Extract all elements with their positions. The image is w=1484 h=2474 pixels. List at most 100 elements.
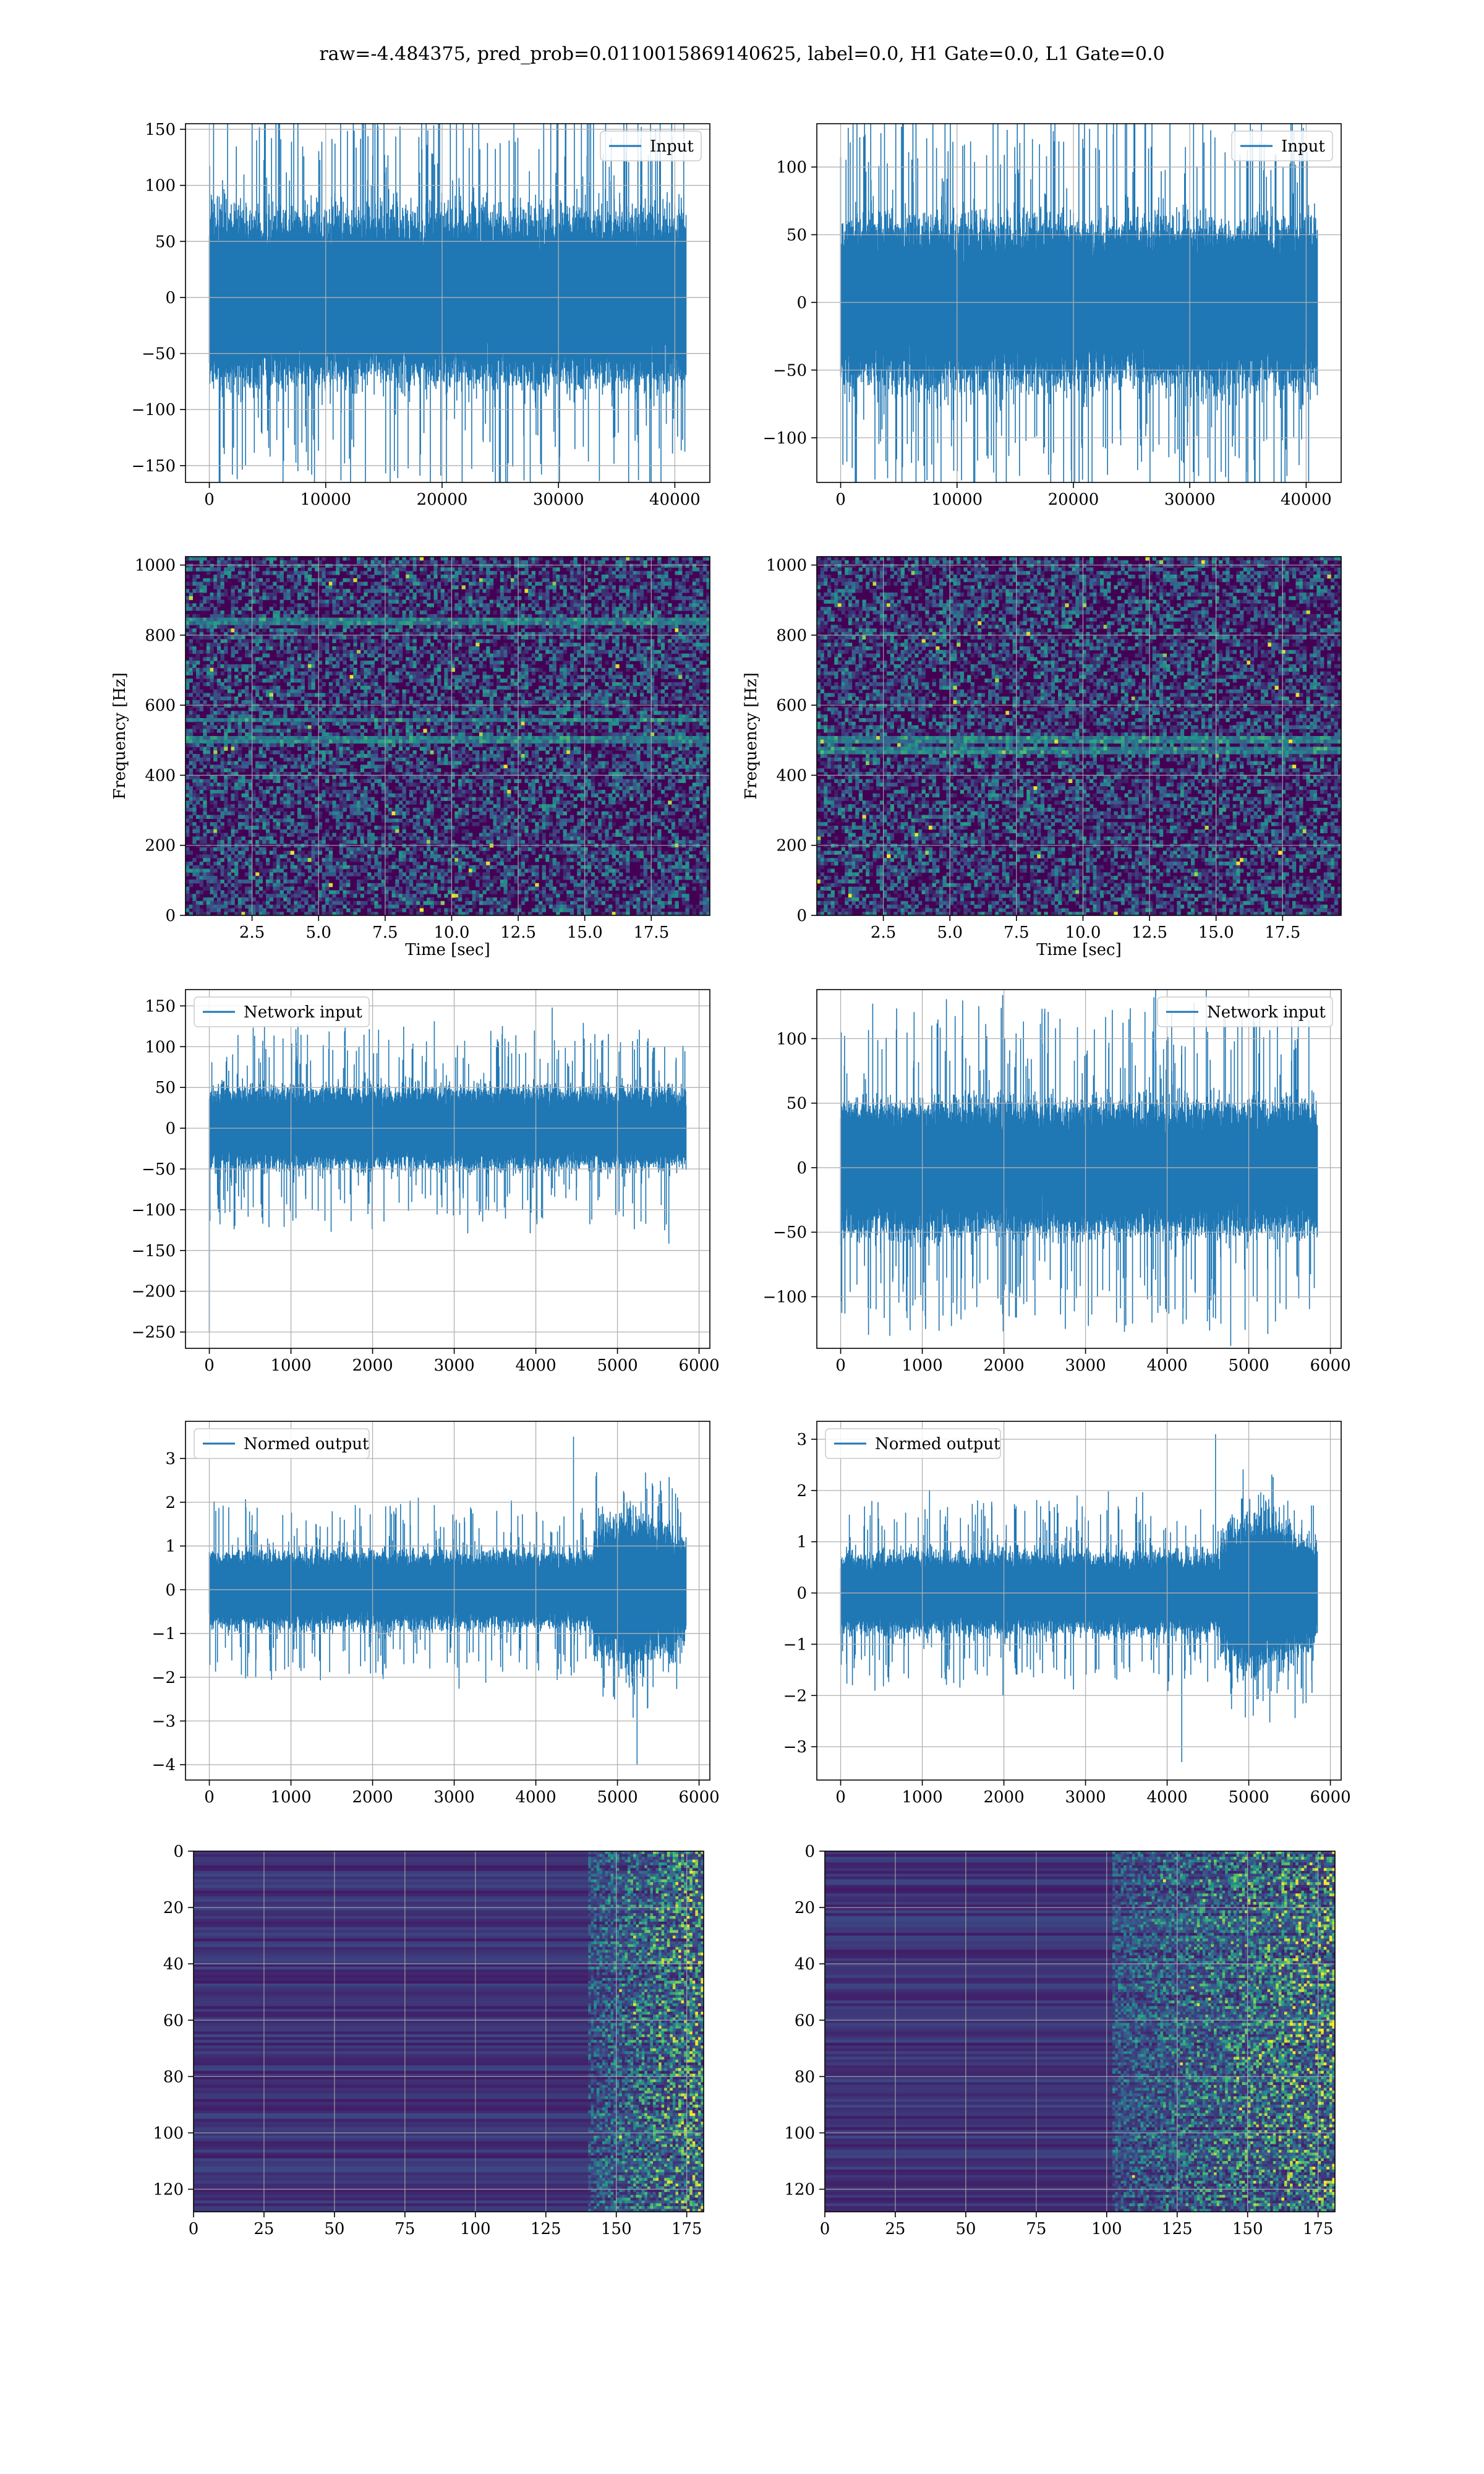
x-tick-label: 1000 xyxy=(902,1356,942,1375)
legend: Normed output xyxy=(825,1428,1001,1459)
y-tick-label: 20 xyxy=(795,1899,815,1917)
y-tick-label: 0 xyxy=(796,907,807,925)
y-tick-label: 1 xyxy=(796,1533,807,1552)
x-tick-label: 2.5 xyxy=(239,923,265,942)
plot-area xyxy=(208,1436,687,1765)
axes-frame xyxy=(824,1851,1336,2212)
chart-normed-l1: 0 1000 2000 3000 4000 5000 6000 −3 −2 −1 0 1 2 3 Norme… xyxy=(783,1421,1351,1807)
y-tick-label: 100 xyxy=(776,1030,807,1048)
y-axis-label: Frequency [Hz] xyxy=(742,672,761,800)
x-tick-label: 100 xyxy=(460,2220,491,2238)
y-tick-label: −150 xyxy=(132,1242,176,1261)
x-tick-label: 10000 xyxy=(931,490,983,509)
x-tick-label: 175 xyxy=(672,2220,702,2238)
plot-area xyxy=(840,1434,1318,1762)
y-tick-label: 120 xyxy=(153,2181,184,2199)
x-tick-label: 50 xyxy=(955,2220,976,2238)
x-tick-label: 10000 xyxy=(300,490,351,509)
x-tick-label: 1000 xyxy=(270,1356,311,1375)
y-tick-label: −1 xyxy=(783,1635,807,1654)
x-tick-label: 12.5 xyxy=(1132,923,1167,942)
x-tick-label: 1000 xyxy=(902,1788,942,1807)
y-tick-label: 50 xyxy=(787,1095,807,1113)
x-tick-label: 5000 xyxy=(1228,1788,1269,1807)
y-tick-label: −2 xyxy=(152,1669,176,1687)
x-tick-label: 10.0 xyxy=(1065,923,1101,942)
y-tick-label: 100 xyxy=(145,177,176,195)
x-tick-label: 75 xyxy=(1026,2220,1046,2238)
axes-frame xyxy=(193,1851,704,2212)
legend-label: Input xyxy=(650,137,694,156)
chart-spec-l1: 2.5 5.0 7.5 10.0 12.5 15.0 17.5 0 200 400 600 800 10… xyxy=(742,556,1342,959)
chart-input-h1: 0 10000 20000 30000 40000 −150 −100 −50 0 50 100 15… xyxy=(132,121,710,509)
y-tick-label: −100 xyxy=(132,1201,176,1220)
chart-heat-l1: 0 25 50 75 100 125 150 175 0 20 40 60 80 100 120 xyxy=(784,1843,1336,2238)
x-tick-label: 1000 xyxy=(270,1788,311,1807)
x-tick-label: 125 xyxy=(531,2220,561,2238)
x-tick-label: 20000 xyxy=(1048,490,1099,509)
y-tick-label: −150 xyxy=(132,457,176,476)
y-tick-label: 0 xyxy=(796,1585,807,1603)
legend-label: Input xyxy=(1281,137,1325,156)
x-tick-label: 100 xyxy=(1091,2220,1122,2238)
plot-area xyxy=(817,557,1341,915)
series-normed-output xyxy=(208,1436,687,1765)
x-tick-label: 20000 xyxy=(417,490,468,509)
y-tick-label: 1000 xyxy=(135,557,176,575)
y-tick-label: 0 xyxy=(796,294,807,312)
chart-spec-h1: 2.5 5.0 7.5 10.0 12.5 15.0 17.5 0 200 400 600 800 10… xyxy=(111,556,710,959)
y-tick-label: 120 xyxy=(784,2181,815,2199)
plot-area xyxy=(186,557,710,915)
y-tick-label: −200 xyxy=(132,1283,176,1301)
x-tick-label: 6000 xyxy=(1310,1788,1350,1807)
legend-box xyxy=(194,996,370,1027)
y-tick-label: 0 xyxy=(165,907,176,925)
x-tick-label: 5.0 xyxy=(306,923,331,942)
x-tick-label: 5000 xyxy=(1228,1356,1269,1375)
y-tick-label: 400 xyxy=(145,766,176,785)
x-tick-label: 4000 xyxy=(515,1788,556,1807)
x-tick-label: 3000 xyxy=(1065,1356,1106,1375)
y-tick-label: 60 xyxy=(163,2011,184,2030)
y-tick-label: 3 xyxy=(796,1431,807,1449)
x-tick-label: 0 xyxy=(835,490,846,509)
y-tick-label: 50 xyxy=(155,233,176,251)
y-tick-label: 20 xyxy=(163,1899,184,1917)
chart-netin-h1: 0 1000 2000 3000 4000 5000 6000−250−200−150−10… xyxy=(132,989,720,1375)
axes-frame xyxy=(816,1421,1342,1781)
legend-box xyxy=(1157,996,1333,1027)
y-tick-label: 80 xyxy=(163,2068,184,2086)
axes-frame xyxy=(816,989,1342,1349)
legend: Network input xyxy=(194,996,370,1027)
y-tick-label: −100 xyxy=(132,401,176,419)
x-tick-label: 25 xyxy=(885,2220,905,2238)
x-tick-label: 30000 xyxy=(1164,490,1216,509)
x-tick-label: 3000 xyxy=(433,1356,474,1375)
y-tick-label: 200 xyxy=(145,837,176,855)
y-tick-label: 0 xyxy=(165,1119,176,1138)
x-tick-label: 7.5 xyxy=(372,923,398,942)
y-tick-label: 100 xyxy=(784,2124,815,2142)
x-tick-label: 30000 xyxy=(533,490,584,509)
legend-box xyxy=(825,1428,1001,1459)
legend-label: Network input xyxy=(1207,1003,1326,1022)
y-tick-label: 0 xyxy=(796,1159,807,1178)
y-tick-label: 2 xyxy=(796,1482,807,1500)
plot-area xyxy=(825,1851,1335,2212)
legend-box xyxy=(1231,131,1333,161)
x-tick-label: 5000 xyxy=(597,1788,638,1807)
x-tick-label: 75 xyxy=(394,2220,415,2238)
x-tick-label: 17.5 xyxy=(633,923,669,942)
x-tick-label: 15.0 xyxy=(1198,923,1234,942)
y-tick-label: 800 xyxy=(145,627,176,645)
legend-label: Network input xyxy=(244,1003,362,1022)
y-tick-label: 400 xyxy=(776,766,807,785)
y-tick-label: 50 xyxy=(155,1079,176,1097)
y-tick-label: 100 xyxy=(776,158,807,177)
y-tick-label: −100 xyxy=(763,1288,807,1307)
y-tick-label: −50 xyxy=(773,1223,807,1242)
y-tick-label: −50 xyxy=(773,361,807,380)
y-tick-label: 60 xyxy=(795,2011,815,2030)
y-axis-label: Frequency [Hz] xyxy=(111,672,129,800)
